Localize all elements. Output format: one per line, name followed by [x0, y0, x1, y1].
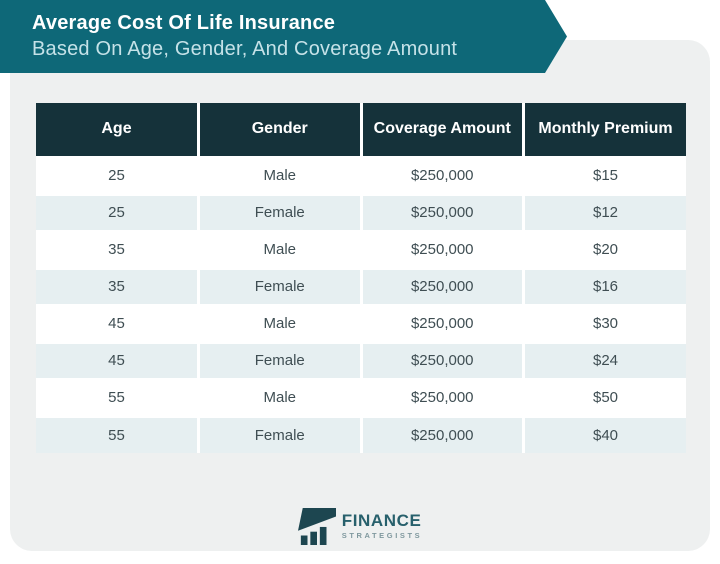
table-cell: Female: [198, 268, 363, 307]
brand-text: FINANCE STRATEGISTS: [342, 512, 423, 540]
table-cell: Female: [198, 194, 363, 233]
table-cell: $250,000: [361, 268, 525, 307]
table-cell: $50: [523, 379, 686, 418]
table-body: 25 Male $250,000 $15 25 Female $250,000 $12 35 Ma…: [36, 157, 686, 453]
table-cell: 35: [36, 231, 200, 270]
table-cell: $24: [523, 342, 686, 381]
column-header-gender: Gender: [198, 103, 363, 159]
table-header-row: Age Gender Coverage Amount Monthly Premi…: [36, 103, 686, 159]
bar-chart-flag-icon: [297, 507, 336, 545]
table-cell: Female: [198, 416, 363, 453]
table-cell: 55: [36, 416, 200, 453]
table-row: 25 Male $250,000 $15: [36, 157, 686, 196]
table-cell: $250,000: [361, 379, 525, 418]
table-cell: $250,000: [361, 305, 525, 344]
table-cell: $16: [523, 268, 686, 307]
table-cell: 35: [36, 268, 200, 307]
brand-footer: FINANCE STRATEGISTS: [0, 506, 720, 546]
table-cell: $12: [523, 194, 686, 233]
table-cell: $250,000: [361, 342, 525, 381]
column-header-monthly-premium: Monthly Premium: [523, 103, 686, 159]
title-banner: Average Cost Of Life Insurance Based On …: [0, 0, 567, 73]
column-header-coverage-amount: Coverage Amount: [361, 103, 525, 159]
table-cell: Female: [198, 342, 363, 381]
page-subtitle: Based On Age, Gender, And Coverage Amoun…: [32, 38, 458, 60]
table-cell: $250,000: [361, 416, 525, 453]
table-cell: $15: [523, 157, 686, 196]
brand-subname: STRATEGISTS: [341, 531, 423, 541]
column-header-age: Age: [36, 103, 200, 159]
table-cell: $250,000: [361, 157, 525, 196]
table-cell: Male: [198, 157, 363, 196]
table-cell: 45: [36, 305, 200, 344]
table-row: 35 Female $250,000 $16: [36, 268, 686, 307]
table-cell: Male: [198, 305, 363, 344]
table-cell: $20: [523, 231, 686, 270]
table-cell: Male: [198, 231, 363, 270]
table-cell: 25: [36, 157, 200, 196]
table-cell: $250,000: [361, 231, 525, 270]
table-cell: 25: [36, 194, 200, 233]
brand-name: FINANCE: [341, 511, 422, 531]
table-cell: Male: [198, 379, 363, 418]
table-cell: $250,000: [361, 194, 525, 233]
page-title: Average Cost Of Life Insurance: [32, 12, 336, 34]
table-cell: 45: [36, 342, 200, 381]
table-cell: 55: [36, 379, 200, 418]
table-row: 45 Male $250,000 $30: [36, 305, 686, 344]
table-header: Age Gender Coverage Amount Monthly Premi…: [36, 103, 686, 159]
table-cell: $40: [523, 416, 686, 453]
table-row: 55 Male $250,000 $50: [36, 379, 686, 418]
premium-table: Age Gender Coverage Amount Monthly Premi…: [36, 103, 686, 453]
table-row: 45 Female $250,000 $24: [36, 342, 686, 381]
table-row: 55 Female $250,000 $40: [36, 416, 686, 453]
table-row: 35 Male $250,000 $20: [36, 231, 686, 270]
table-cell: $30: [523, 305, 686, 344]
table-row: 25 Female $250,000 $12: [36, 194, 686, 233]
